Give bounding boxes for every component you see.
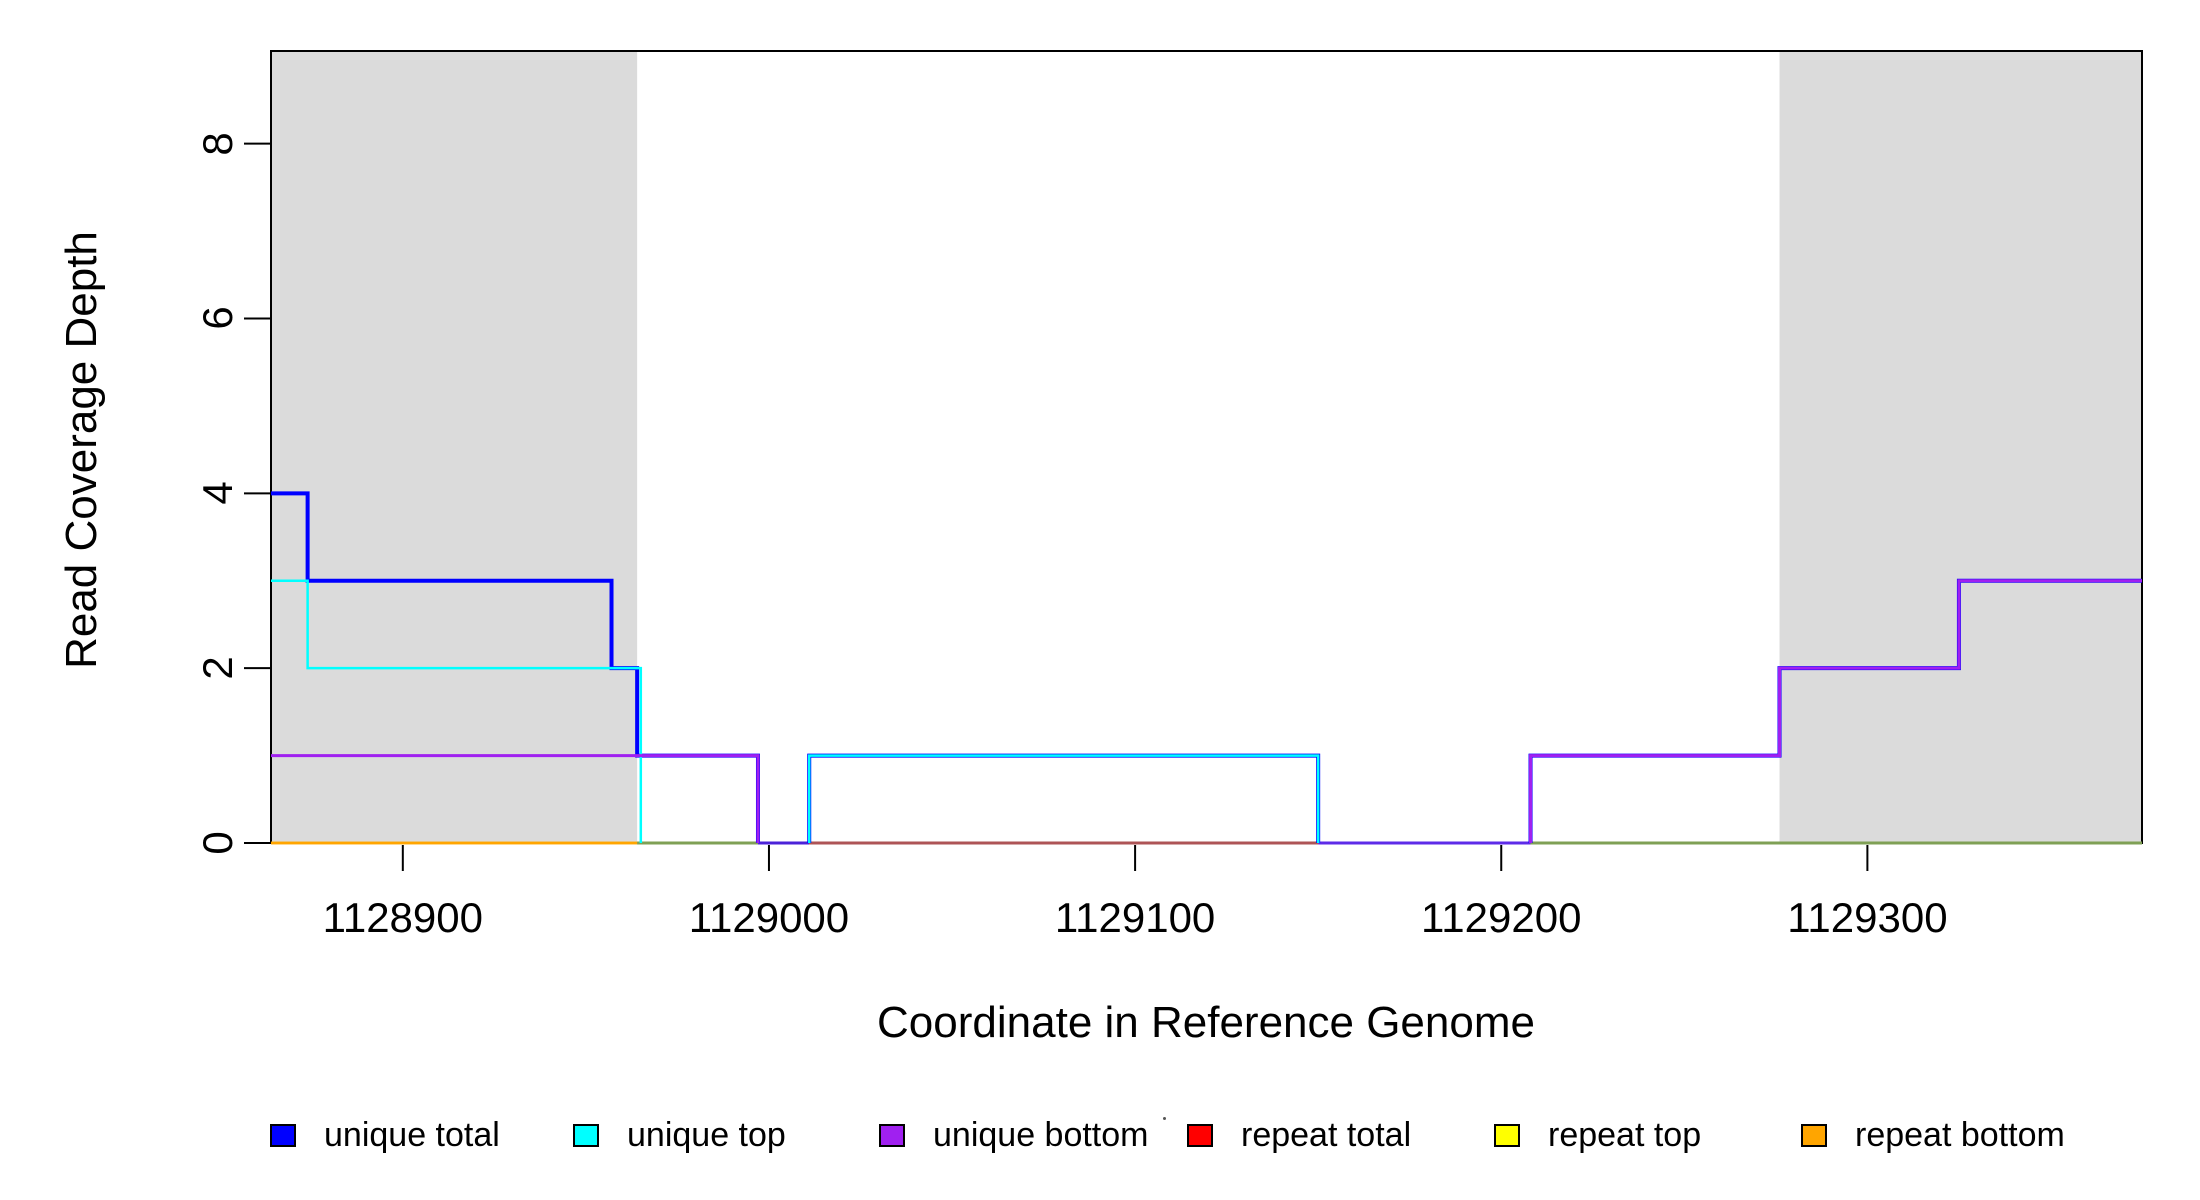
repeat-region-shading <box>1779 51 2142 843</box>
series-line-unique-bottom <box>271 579 2142 843</box>
series-line-unique-top <box>271 579 1320 843</box>
repeat-region-shading <box>271 51 638 843</box>
